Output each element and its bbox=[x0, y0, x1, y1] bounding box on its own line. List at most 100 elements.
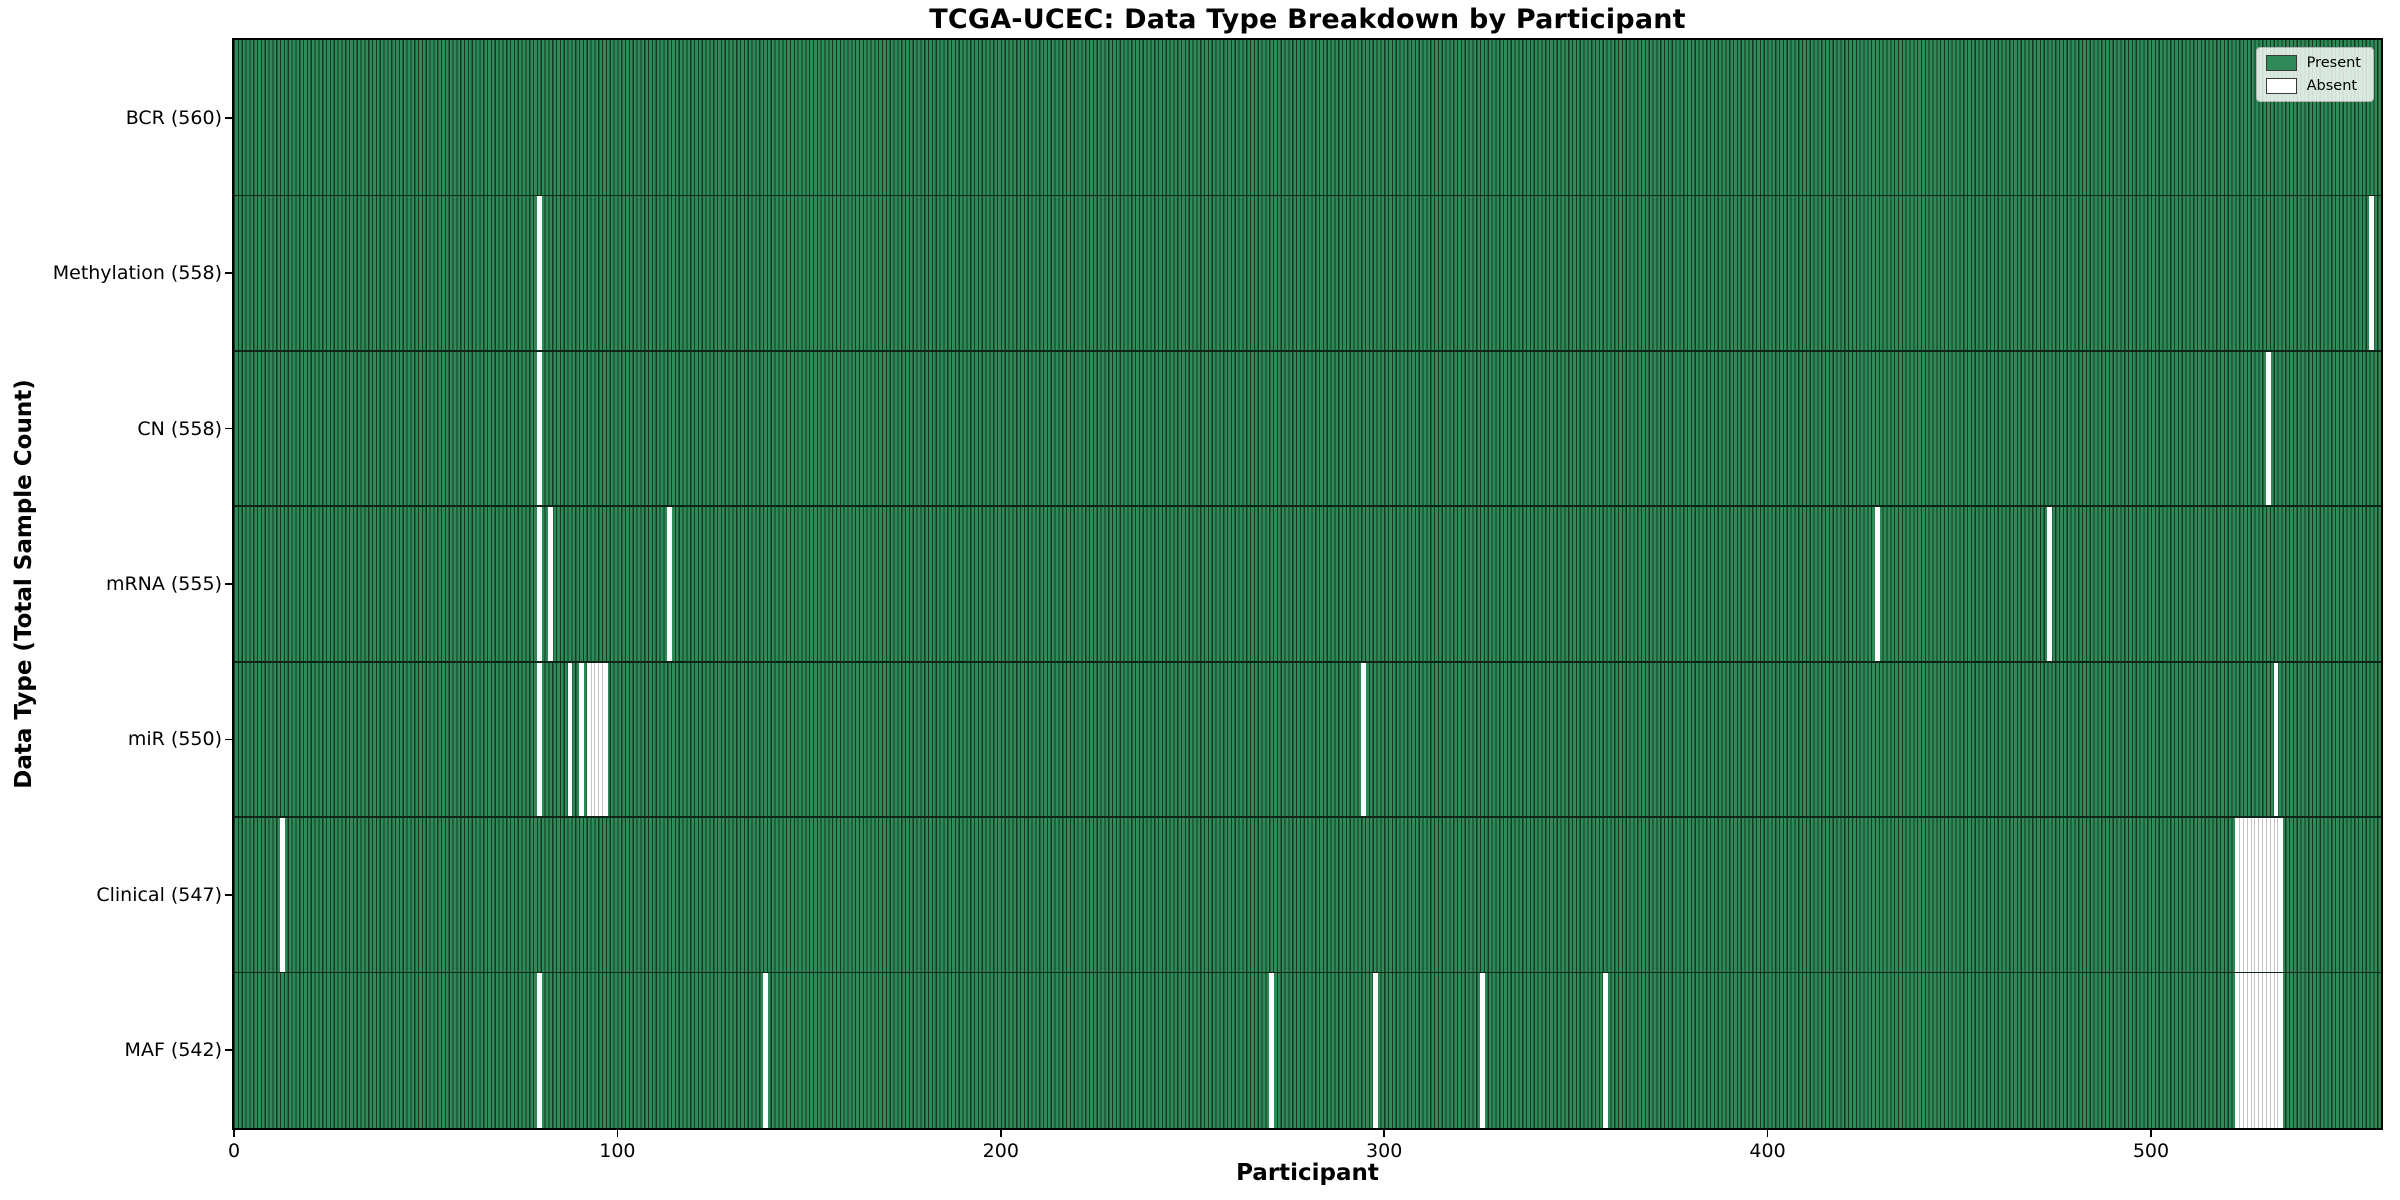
legend-swatch-present bbox=[2265, 55, 2297, 71]
y-tick bbox=[225, 1049, 232, 1052]
absent-mark bbox=[2369, 195, 2375, 351]
absent-mark bbox=[590, 661, 596, 818]
absent-mark bbox=[1361, 661, 1366, 818]
y-tick bbox=[225, 427, 232, 430]
absent-mark bbox=[2273, 817, 2279, 973]
y-tick-label: miR (550) bbox=[127, 728, 222, 751]
x-tick-label: 400 bbox=[1749, 1140, 1786, 1162]
spine-top bbox=[232, 38, 2383, 40]
absent-mark bbox=[2250, 972, 2256, 1128]
y-tick-label: mRNA (555) bbox=[105, 573, 222, 595]
absent-mark bbox=[602, 661, 608, 818]
y-tick bbox=[225, 583, 232, 585]
spine-bottom bbox=[232, 1128, 2383, 1130]
x-tick-label: 300 bbox=[1366, 1140, 1403, 1162]
x-tick bbox=[1383, 1130, 1385, 1137]
absent-mark bbox=[2273, 661, 2279, 818]
absent-mark bbox=[548, 506, 554, 662]
legend-label-absent: Absent bbox=[2306, 78, 2358, 94]
heatmap-row-mRNA bbox=[234, 506, 2381, 662]
spine-right bbox=[2381, 38, 2383, 1130]
absent-mark bbox=[2269, 817, 2275, 973]
legend: Present Absent bbox=[2255, 47, 2374, 102]
heatmap-row-Methylation bbox=[234, 195, 2381, 351]
heatmap-row-BCR bbox=[234, 40, 2381, 196]
absent-mark bbox=[2242, 817, 2248, 973]
absent-mark bbox=[2239, 972, 2244, 1128]
absent-mark bbox=[1874, 506, 1880, 662]
spine-left bbox=[232, 38, 234, 1130]
absent-mark bbox=[2277, 972, 2284, 1128]
x-tick bbox=[616, 1130, 619, 1137]
plot-area: Present Absent bbox=[234, 40, 2381, 1128]
legend-label-present: Present bbox=[2306, 55, 2361, 71]
x-tick bbox=[1766, 1130, 1769, 1137]
absent-mark bbox=[763, 972, 768, 1128]
heatmap-row-CN bbox=[234, 350, 2381, 507]
absent-mark bbox=[579, 661, 584, 818]
absent-mark bbox=[1269, 972, 1274, 1128]
legend-entry-present: Present bbox=[2265, 55, 2361, 71]
row-boundary-line bbox=[234, 660, 2381, 663]
absent-mark bbox=[2254, 972, 2260, 1128]
absent-mark bbox=[2246, 972, 2252, 1128]
absent-mark bbox=[594, 661, 600, 818]
absent-mark bbox=[667, 506, 673, 662]
absent-mark bbox=[2250, 817, 2256, 973]
absent-mark bbox=[2239, 817, 2244, 973]
absent-mark bbox=[2277, 817, 2284, 973]
absent-mark bbox=[280, 817, 285, 973]
absent-mark bbox=[586, 661, 591, 818]
y-tick-label: Clinical (547) bbox=[96, 883, 222, 906]
absent-mark bbox=[536, 350, 542, 507]
y-tick bbox=[225, 272, 232, 274]
absent-mark bbox=[536, 506, 542, 662]
absent-mark bbox=[536, 661, 542, 818]
y-tick bbox=[225, 116, 232, 119]
absent-mark bbox=[598, 661, 604, 818]
y-tick bbox=[225, 738, 232, 741]
y-tick-label: BCR (560) bbox=[125, 106, 222, 129]
x-tick-label: 200 bbox=[982, 1140, 1019, 1162]
y-tick-label: Methylation (558) bbox=[52, 262, 222, 285]
absent-mark bbox=[567, 661, 573, 818]
absent-mark bbox=[2235, 972, 2240, 1128]
absent-mark bbox=[1372, 972, 1378, 1128]
absent-mark bbox=[2258, 972, 2264, 1128]
absent-mark bbox=[536, 972, 542, 1128]
x-tick-label: 500 bbox=[2132, 1140, 2170, 1162]
row-boundary-line bbox=[234, 194, 2381, 197]
row-boundary-line bbox=[234, 816, 2381, 818]
absent-mark bbox=[2262, 817, 2267, 973]
x-tick bbox=[2150, 1130, 2152, 1137]
absent-mark bbox=[2262, 972, 2267, 1128]
legend-swatch-absent bbox=[2265, 78, 2297, 94]
absent-mark bbox=[2047, 506, 2053, 662]
absent-mark bbox=[2254, 817, 2260, 973]
x-tick bbox=[233, 1130, 235, 1137]
absent-mark bbox=[2246, 817, 2252, 973]
row-boundary-line bbox=[234, 505, 2381, 508]
absent-mark bbox=[1480, 972, 1485, 1128]
heatmap-row-miR bbox=[234, 661, 2381, 818]
legend-entry-absent: Absent bbox=[2265, 78, 2361, 94]
absent-mark bbox=[2265, 972, 2271, 1128]
absent-mark bbox=[1602, 972, 1608, 1128]
absent-mark bbox=[2265, 817, 2271, 973]
y-tick bbox=[225, 894, 232, 896]
chart-title: TCGA-UCEC: Data Type Breakdown by Partic… bbox=[929, 4, 1686, 35]
heatmap-row-Clinical bbox=[234, 817, 2381, 973]
x-tick bbox=[999, 1130, 1002, 1137]
row-boundary-line bbox=[234, 971, 2381, 974]
row-boundary-line bbox=[234, 350, 2381, 352]
x-axis-label: Participant bbox=[1236, 1160, 1379, 1186]
absent-mark bbox=[2258, 817, 2264, 973]
absent-mark bbox=[2235, 817, 2240, 973]
absent-mark bbox=[2265, 350, 2271, 507]
y-tick-label: CN (558) bbox=[137, 417, 222, 440]
y-tick-label: MAF (542) bbox=[124, 1039, 222, 1062]
absent-mark bbox=[2242, 972, 2248, 1128]
absent-mark bbox=[2273, 972, 2279, 1128]
absent-mark bbox=[2269, 972, 2275, 1128]
